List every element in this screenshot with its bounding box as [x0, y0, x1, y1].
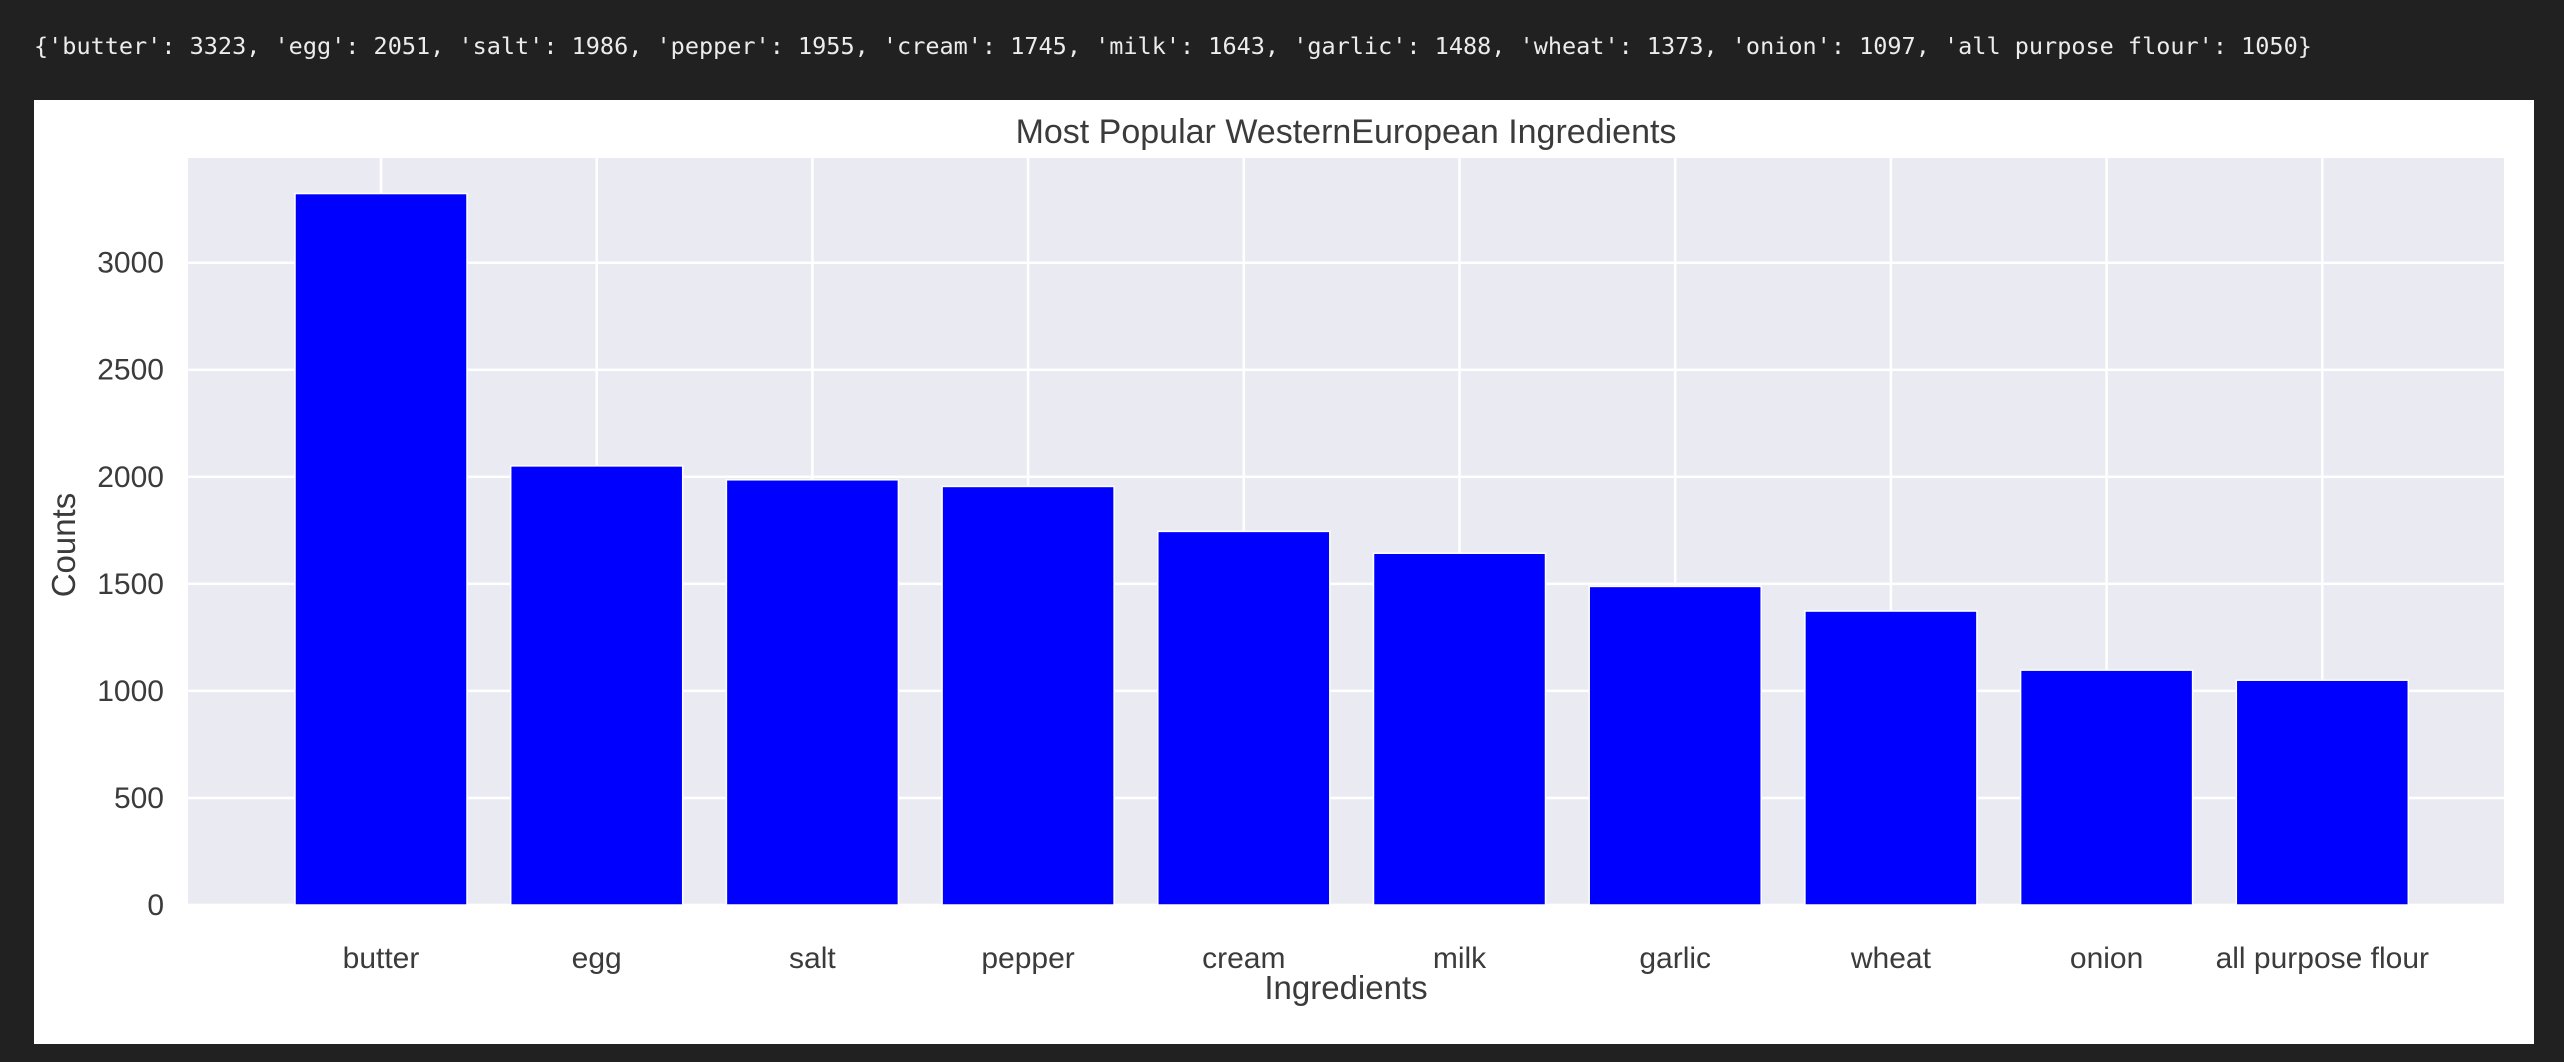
x-tick-label: milk: [1433, 942, 1487, 975]
x-tick-label: onion: [2070, 942, 2143, 975]
bar-milk: [1372, 552, 1547, 906]
y-tick-label: 500: [114, 782, 164, 815]
x-tick-label: egg: [572, 942, 622, 975]
bar-salt: [725, 479, 900, 906]
bar-wheat: [1804, 610, 1978, 906]
x-tick-label: pepper: [981, 942, 1074, 975]
y-tick-label: 1500: [97, 568, 164, 601]
y-tick-label: 0: [147, 889, 164, 922]
x-tick-label: wheat: [1850, 942, 1932, 975]
chart-figure: 0 500 1000 1500 2000 2500 3000 butter egg salt pe…: [34, 100, 2534, 1044]
y-tick-label: 2000: [97, 461, 164, 494]
x-tick-labels: butter egg salt pepper cream milk garlic wheat o…: [343, 942, 2429, 975]
bar-all-purpose-flour: [2235, 679, 2410, 906]
bar-cream: [1157, 530, 1331, 906]
bar-onion: [2019, 669, 2194, 906]
bar-pepper: [941, 485, 1115, 906]
x-tick-label: cream: [1202, 942, 1285, 975]
bar-garlic: [1588, 585, 1762, 906]
y-tick-labels: 0 500 1000 1500 2000 2500 3000: [97, 247, 164, 922]
bar-butter: [294, 192, 468, 906]
x-axis-title: Ingredients: [1264, 969, 1427, 1006]
x-tick-label: garlic: [1639, 942, 1711, 975]
cell-output-text: {'butter': 3323, 'egg': 2051, 'salt': 19…: [34, 32, 2312, 60]
bar-egg: [509, 465, 684, 906]
y-tick-label: 2500: [97, 354, 164, 387]
y-tick-label: 3000: [97, 247, 164, 280]
x-tick-label: salt: [789, 942, 836, 975]
y-axis-title: Counts: [45, 493, 82, 598]
x-tick-label: all purpose flour: [2216, 942, 2429, 975]
y-tick-label: 1000: [97, 675, 164, 708]
bar-chart: 0 500 1000 1500 2000 2500 3000 butter egg salt pe…: [45, 113, 2504, 1006]
chart-title: Most Popular WesternEuropean Ingredients: [1016, 113, 1677, 151]
bars: [294, 192, 2410, 906]
x-tick-label: butter: [343, 942, 420, 975]
